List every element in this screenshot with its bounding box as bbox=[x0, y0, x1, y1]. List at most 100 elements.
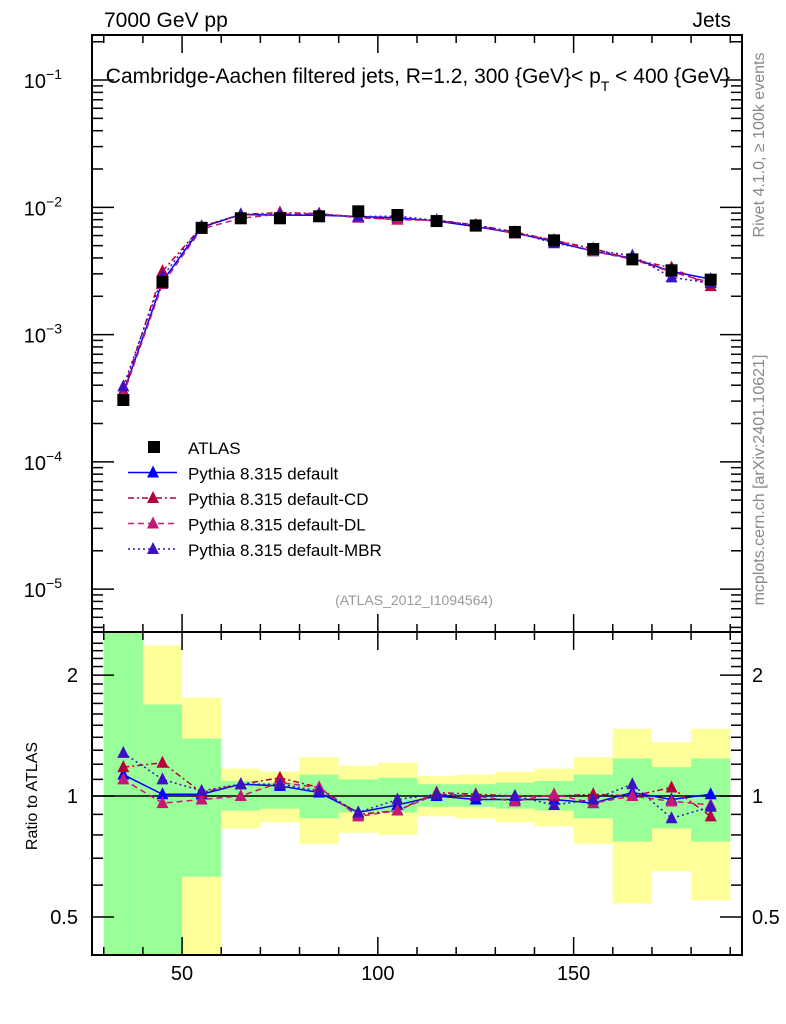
series-line bbox=[122, 213, 711, 387]
series-line bbox=[122, 213, 711, 394]
atlas-data-point bbox=[234, 212, 247, 225]
data-point bbox=[195, 792, 208, 805]
series-cd-main bbox=[117, 205, 717, 396]
legend-label: Pythia 8.315 default-MBR bbox=[188, 541, 382, 560]
series-default-main bbox=[117, 207, 717, 399]
series-mbr-main bbox=[117, 207, 717, 392]
legend-label: Pythia 8.315 default-DL bbox=[188, 516, 366, 535]
stat-uncertainty-band bbox=[182, 738, 222, 877]
header-left: 7000 GeV pp bbox=[104, 9, 228, 32]
rivet-label: Rivet 4.1.0, ≥ 100k events bbox=[751, 53, 768, 238]
x-tick-label: 50 bbox=[171, 963, 193, 985]
ratio-y-tick-label: 2 bbox=[67, 665, 78, 687]
atlas-data-point bbox=[469, 219, 482, 232]
data-point bbox=[391, 792, 404, 805]
data-point bbox=[704, 809, 717, 822]
y-tick-label: 10−4 bbox=[24, 448, 62, 475]
data-point bbox=[548, 787, 561, 800]
data-point bbox=[665, 794, 678, 807]
stat-uncertainty-band bbox=[142, 704, 183, 955]
atlas-data-point bbox=[548, 234, 561, 247]
data-point bbox=[391, 803, 404, 816]
data-point bbox=[273, 777, 286, 790]
y-tick-base: 10 bbox=[24, 198, 46, 220]
ratio-y-tick-label-right: 1 bbox=[752, 786, 763, 808]
data-point bbox=[195, 783, 208, 796]
y-tick-label: 10−3 bbox=[24, 321, 62, 348]
atlas-data-point bbox=[195, 221, 208, 234]
data-point bbox=[430, 787, 443, 800]
data-point bbox=[156, 755, 169, 768]
data-point bbox=[117, 772, 130, 785]
atlas-data-point bbox=[508, 225, 521, 238]
mcplots-label: mcplots.cern.ch [arXiv:2401.10621] bbox=[751, 355, 768, 606]
y-tick-base: 10 bbox=[24, 71, 46, 93]
y-tick-label: 10−2 bbox=[24, 193, 62, 220]
data-point bbox=[665, 270, 678, 283]
data-point bbox=[704, 787, 717, 800]
analysis-label: (ATLAS_2012_I1094564) bbox=[335, 592, 493, 608]
data-point bbox=[587, 792, 600, 805]
legend: ATLAS Pythia 8.315 default Pythia 8.315 de… bbox=[128, 439, 382, 560]
series-line bbox=[122, 211, 711, 392]
y-tick-exponent: −4 bbox=[46, 448, 62, 464]
data-point bbox=[469, 789, 482, 802]
y-tick-exponent: −2 bbox=[46, 193, 62, 209]
atlas-data-point bbox=[704, 273, 717, 286]
atlas-data-point bbox=[117, 394, 130, 407]
data-point bbox=[234, 789, 247, 802]
y-tick-label: 10−1 bbox=[24, 66, 62, 93]
plot-title: Cambridge-Aachen filtered jets, R=1.2, 3… bbox=[106, 65, 730, 94]
ratio-y-tick-label-right: 0.5 bbox=[752, 907, 780, 929]
atlas-data-point bbox=[665, 264, 678, 277]
legend-label: Pythia 8.315 default bbox=[188, 465, 339, 484]
data-point bbox=[156, 772, 169, 785]
y-tick-label: 10−5 bbox=[24, 575, 62, 602]
data-point bbox=[508, 789, 521, 802]
legend-marker bbox=[147, 542, 159, 554]
atlas-data-point bbox=[626, 253, 639, 266]
data-point bbox=[352, 805, 365, 818]
y-tick-exponent: −1 bbox=[46, 66, 62, 82]
legend-label: Pythia 8.315 default-CD bbox=[188, 490, 369, 509]
x-tick-label: 100 bbox=[361, 963, 394, 985]
data-point bbox=[234, 777, 247, 790]
data-point bbox=[156, 796, 169, 809]
series-atlas bbox=[117, 205, 717, 407]
ratio-y-axis-label: Ratio to ATLAS bbox=[24, 742, 41, 850]
data-point bbox=[117, 760, 130, 773]
data-point bbox=[156, 787, 169, 800]
atlas-data-point bbox=[430, 215, 443, 228]
series-line bbox=[122, 752, 711, 820]
stat-uncertainty-band bbox=[103, 632, 143, 955]
data-point bbox=[626, 777, 639, 790]
series-mbr-ratio bbox=[117, 745, 717, 824]
atlas-data-point bbox=[313, 210, 326, 223]
series-line bbox=[123, 761, 712, 817]
series-line bbox=[122, 212, 711, 396]
data-point bbox=[665, 811, 678, 824]
title-subscript: T bbox=[601, 78, 610, 94]
atlas-data-point bbox=[352, 205, 365, 218]
data-point bbox=[117, 745, 130, 758]
data-point bbox=[665, 780, 678, 793]
title-main: Cambridge-Aachen filtered jets, R=1.2, 3… bbox=[106, 65, 601, 88]
header-right: Jets bbox=[692, 9, 731, 32]
atlas-data-point bbox=[156, 275, 169, 288]
series-dl-main bbox=[117, 206, 717, 400]
ratio-y-tick-label-right: 2 bbox=[752, 665, 763, 687]
data-point bbox=[313, 783, 326, 796]
atlas-data-point bbox=[273, 212, 286, 225]
y-tick-exponent: −3 bbox=[46, 321, 62, 337]
data-point bbox=[626, 789, 639, 802]
ratio-y-tick-label: 0.5 bbox=[50, 907, 78, 929]
atlas-data-point bbox=[587, 243, 600, 256]
y-tick-base: 10 bbox=[24, 326, 46, 348]
x-tick-label: 150 bbox=[557, 963, 590, 985]
atlas-data-point bbox=[391, 209, 404, 222]
data-point bbox=[117, 379, 130, 392]
data-point bbox=[704, 799, 717, 812]
legend-marker bbox=[147, 516, 159, 529]
title-tail: < 400 {GeV} bbox=[609, 65, 730, 88]
legend-marker bbox=[147, 465, 159, 478]
